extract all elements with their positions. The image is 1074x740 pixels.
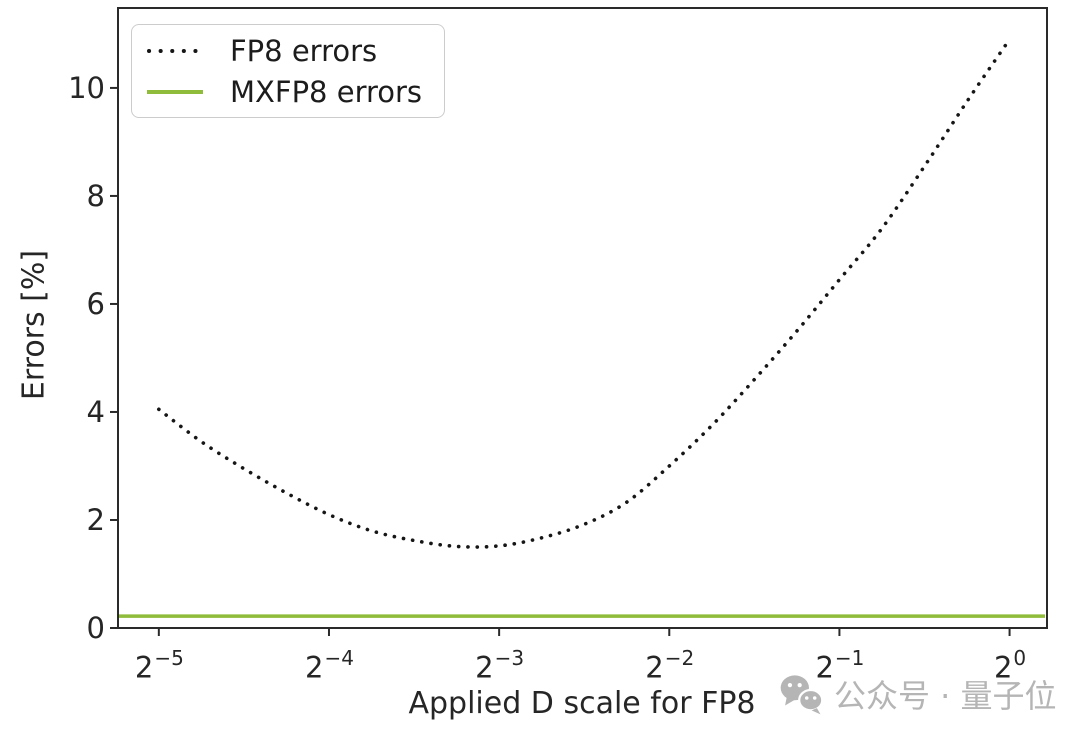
- x-tick-label: 20: [993, 646, 1027, 685]
- x-axis-label: Applied D scale for FP8: [408, 686, 756, 721]
- y-tick-label: 6: [86, 286, 105, 321]
- y-tick-label: 8: [86, 178, 105, 213]
- x-tick-label: 2−1: [815, 646, 865, 685]
- x-tick-label: 2−2: [645, 646, 695, 685]
- y-axis-label: Errors [%]: [16, 249, 52, 401]
- fp8-dotted-line-sample: [147, 48, 203, 53]
- plot-border: [117, 7, 1048, 629]
- legend: FP8 errors MXFP8 errors: [131, 24, 446, 118]
- mxfp8-solid-line-sample: [147, 89, 203, 94]
- watermark-text: 公众号 · 量子位: [834, 677, 1057, 715]
- legend-entry-fp8: FP8 errors: [146, 30, 422, 71]
- y-tick-label: 4: [86, 394, 105, 429]
- y-tick-label: 10: [68, 70, 105, 105]
- x-tick-label: 2−4: [305, 646, 354, 685]
- y-tick-label: 0: [86, 611, 105, 645]
- legend-entry-mxfp8: MXFP8 errors: [146, 71, 422, 112]
- x-tick-label: 2−3: [475, 646, 525, 685]
- x-tick-label: 2−5: [134, 646, 184, 685]
- fp8-errors-curve: [157, 37, 1012, 549]
- watermark: 公众号 · 量子位: [778, 671, 1057, 717]
- wechat-icon: [780, 675, 824, 715]
- y-tick-label: 2: [86, 502, 105, 537]
- legend-label-mxfp8: MXFP8 errors: [230, 74, 423, 109]
- legend-label-fp8: FP8 errors: [230, 33, 378, 68]
